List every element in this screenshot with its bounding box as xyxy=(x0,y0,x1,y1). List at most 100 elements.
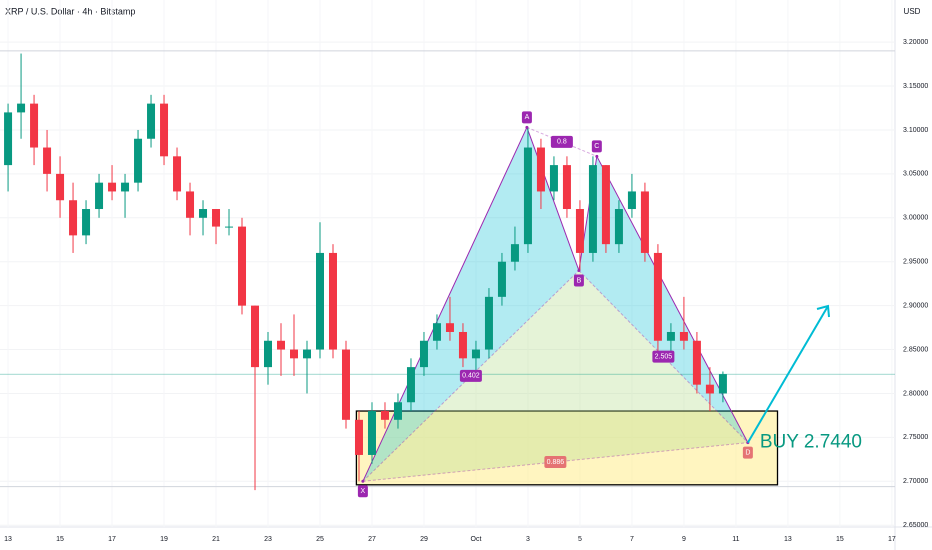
candle-body xyxy=(341,349,350,420)
ratio-box xyxy=(652,350,675,363)
candle-body xyxy=(186,191,195,218)
y-tick-label: 3.00000 xyxy=(903,215,928,222)
candle-body xyxy=(147,103,156,139)
pattern-label: D xyxy=(745,449,750,456)
candle-body xyxy=(160,103,169,157)
x-tick-label: 3 xyxy=(526,536,530,543)
x-tick-label: 29 xyxy=(420,536,428,543)
candle-body xyxy=(82,209,91,236)
candle-body xyxy=(588,165,597,253)
ratio-box xyxy=(544,455,567,468)
candle-body xyxy=(484,296,493,350)
x-tick-label: 19 xyxy=(160,536,168,543)
candle-body xyxy=(315,252,324,350)
candle-body xyxy=(173,156,182,192)
pattern-line xyxy=(362,127,528,482)
candle-body xyxy=(380,411,389,420)
candle-body xyxy=(290,349,299,359)
candle-body xyxy=(523,147,532,245)
x-tick-label: 17 xyxy=(888,536,896,543)
candle-body xyxy=(367,411,376,455)
candle-body xyxy=(4,112,13,166)
candle-body xyxy=(328,252,337,350)
candle-body xyxy=(393,402,402,420)
pattern-point xyxy=(577,269,581,272)
pattern-line xyxy=(526,127,580,271)
candle-body xyxy=(575,209,584,253)
candle-body xyxy=(251,305,260,368)
candle-body xyxy=(17,103,26,113)
candle-body xyxy=(471,349,480,359)
candle-body xyxy=(549,165,558,192)
candle-body xyxy=(666,331,675,341)
buy-annotation: BUY 2.7440 xyxy=(760,432,862,453)
candle-body xyxy=(56,173,65,201)
x-tick-label: 23 xyxy=(264,536,272,543)
pattern-label: X xyxy=(361,488,366,495)
candle-body xyxy=(212,209,221,227)
ratio-label: 0.886 xyxy=(547,459,565,466)
ratio-label: 0.8 xyxy=(557,139,567,146)
y-tick-label: 3.10000 xyxy=(903,127,928,134)
y-tick-label: 2.75000 xyxy=(903,434,928,441)
pattern-label-box xyxy=(573,274,584,287)
pattern-label-box xyxy=(742,446,753,459)
ratio-label: 0.402 xyxy=(462,373,480,380)
x-tick-label: 11 xyxy=(732,536,739,543)
pattern-label-box xyxy=(521,111,532,124)
y-tick-label: 2.85000 xyxy=(903,346,928,353)
candle-body xyxy=(640,191,649,253)
pattern-label: A xyxy=(525,114,530,121)
x-tick-label: 27 xyxy=(368,536,376,543)
candle-body xyxy=(225,226,234,228)
y-tick-label: 3.15000 xyxy=(903,83,928,90)
y-tick-label: 3.20000 xyxy=(903,39,928,46)
candle-body xyxy=(562,165,571,210)
ratio-label: 2.505 xyxy=(655,353,673,360)
candle-body xyxy=(95,182,104,210)
candle-body xyxy=(627,191,636,210)
y-tick-label: 2.70000 xyxy=(903,478,928,485)
candle-body xyxy=(653,252,662,341)
candle-body xyxy=(445,323,454,332)
x-tick-label: 7 xyxy=(630,536,634,543)
buy-zone xyxy=(355,410,779,486)
x-tick-label: Oct xyxy=(471,536,482,543)
pattern-label: C xyxy=(594,143,599,150)
pattern-label-box xyxy=(357,485,368,498)
pattern-label-box xyxy=(591,140,602,153)
pattern-point xyxy=(595,154,599,158)
candle-body xyxy=(601,165,610,245)
candle-body xyxy=(718,374,727,394)
x-tick-label: 5 xyxy=(578,536,582,543)
candle-body xyxy=(705,384,714,394)
pattern-fill xyxy=(362,270,748,482)
x-tick-label: 17 xyxy=(108,536,116,543)
candle-body xyxy=(69,200,78,236)
candle-body xyxy=(134,138,143,183)
candle-body xyxy=(614,209,623,245)
candle-body xyxy=(121,182,130,192)
candle-body xyxy=(419,340,428,368)
candle-body xyxy=(432,323,441,341)
candle-body xyxy=(497,261,506,297)
x-tick-label: 15 xyxy=(836,536,844,543)
pattern-label: B xyxy=(577,277,582,284)
candle-body xyxy=(510,244,519,262)
candle-body xyxy=(277,340,286,350)
x-tick-label: 9 xyxy=(682,536,686,543)
chart-title: XRP / U.S. Dollar · 4h · Bitstamp xyxy=(5,6,135,16)
candle-body xyxy=(199,209,208,218)
y-tick-label: 2.80000 xyxy=(903,390,928,397)
ratio-box xyxy=(550,135,573,148)
candle-body xyxy=(458,331,467,359)
arrow-line xyxy=(747,305,829,444)
candle-body xyxy=(536,147,545,192)
candle-body xyxy=(692,340,701,385)
y-tick-label: 3.05000 xyxy=(903,171,928,178)
candle-body xyxy=(679,331,688,341)
candle-body xyxy=(43,147,52,174)
candle-body xyxy=(302,349,311,359)
